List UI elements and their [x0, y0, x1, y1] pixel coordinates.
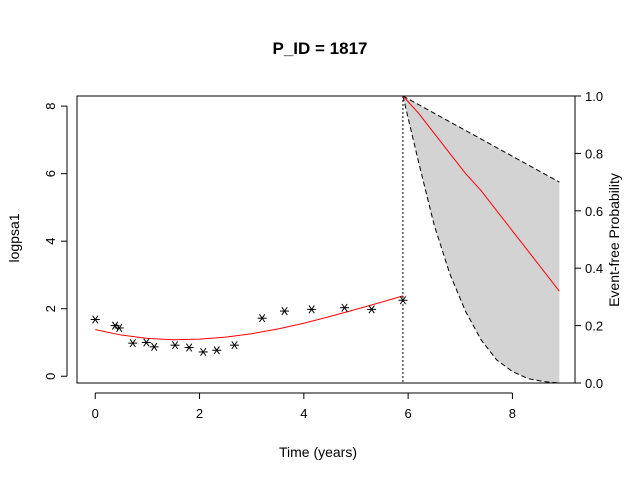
- observation-point: [184, 343, 194, 352]
- y-axis-label-left: logpsa1: [6, 213, 22, 262]
- y-tick-label-right: 0.8: [585, 146, 603, 161]
- observation-point: [149, 342, 159, 351]
- survival-mean-line: [402, 95, 560, 292]
- survival-band-layer: [402, 96, 560, 383]
- observation-point: [229, 341, 239, 350]
- y-tick-label-right: 0.4: [585, 261, 603, 276]
- survival-lower-bound: [402, 95, 560, 384]
- y-axis-label-right: Event-free Probability: [606, 173, 622, 307]
- observation-point: [212, 346, 222, 355]
- observation-point: [398, 296, 408, 305]
- x-tick-label: 2: [196, 406, 203, 421]
- x-axis-label: Time (years): [279, 444, 357, 460]
- observation-point: [198, 347, 208, 357]
- observation-point: [170, 341, 180, 350]
- observation-point: [128, 339, 138, 348]
- y-tick-label-right: 1.0: [585, 89, 603, 104]
- observation-points: [90, 296, 408, 357]
- observation-point: [307, 305, 317, 314]
- x-tick-label: 8: [509, 406, 516, 421]
- x-tick-label: 4: [300, 406, 307, 421]
- observation-point: [257, 314, 267, 323]
- observation-point: [340, 303, 350, 312]
- y-tick-label-right: 0.6: [585, 204, 603, 219]
- survival-upper-bound: [402, 95, 560, 183]
- chart-title: P_ID = 1817: [273, 39, 368, 58]
- survival-confidence-band: [402, 96, 560, 383]
- observation-point: [90, 315, 100, 324]
- y-tick-label-left: 2: [43, 305, 58, 312]
- observation-point: [141, 338, 151, 347]
- y-tick-label-right: 0.2: [585, 319, 603, 334]
- x-tick-label: 6: [405, 406, 412, 421]
- observation-point: [367, 305, 377, 314]
- y-tick-label-left: 4: [43, 238, 58, 245]
- observation-point: [280, 306, 290, 316]
- y-tick-label-left: 8: [43, 103, 58, 110]
- y-tick-label-left: 0: [43, 373, 58, 380]
- fitted-longitudinal-line: [95, 295, 404, 341]
- y-tick-label-right: 0.0: [585, 376, 603, 391]
- axes: 0 2 4 6 8 0 2 4 6 8 0.0 0.2 0.4 0.6 0.8 1.0: [43, 89, 603, 421]
- line-layer: [95, 95, 560, 384]
- observation-point: [114, 323, 124, 333]
- y-tick-label-left: 6: [43, 170, 58, 177]
- x-tick-label: 0: [92, 406, 99, 421]
